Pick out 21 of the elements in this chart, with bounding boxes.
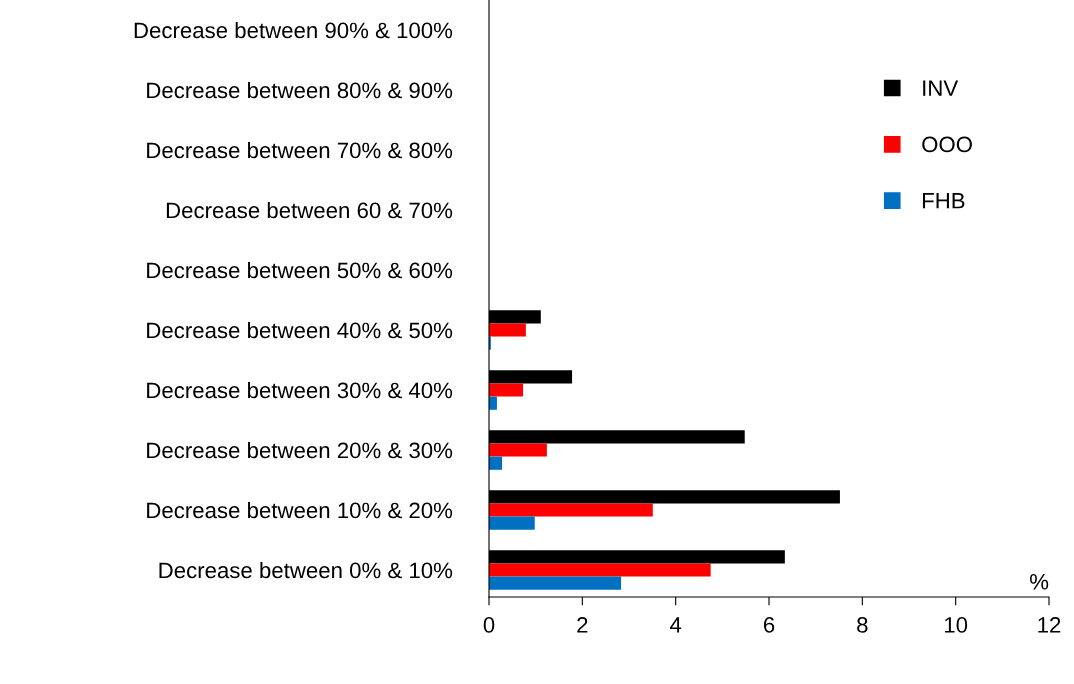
- y-tick-label: Decrease between 10% & 20%: [147, 501, 453, 519]
- x-axis-title: %: [1030, 573, 1049, 590]
- legend-label: OOO: [922, 136, 972, 153]
- x-tick-label: 12: [1038, 617, 1061, 633]
- y-tick-label: Decrease between 20% & 30%: [147, 441, 453, 459]
- legend-label: INV: [923, 80, 959, 96]
- y-tick-label: Decrease between 0% & 10%: [159, 561, 453, 579]
- y-tick-label: Decrease between 30% & 40%: [147, 381, 453, 399]
- y-tick-label: Decrease between 60 & 70%: [166, 201, 453, 219]
- x-tick-label: 6: [763, 617, 775, 633]
- y-tick-label: Decrease between 70% & 80%: [147, 141, 453, 159]
- x-tick-label: 10: [945, 617, 968, 633]
- legend-label: FHB: [922, 193, 965, 209]
- x-tick-label: 0: [483, 617, 495, 633]
- x-tick-label: 8: [857, 617, 868, 633]
- y-tick-label: Decrease between 40% & 50%: [147, 321, 453, 339]
- y-tick-label: Decrease between 80% & 90%: [147, 81, 453, 99]
- y-tick-label: Decrease between 50% & 60%: [147, 261, 453, 279]
- x-tick-label: 4: [670, 617, 682, 633]
- y-tick-label: Decrease between 90% & 100%: [134, 21, 453, 39]
- x-tick-label: 2: [577, 617, 588, 633]
